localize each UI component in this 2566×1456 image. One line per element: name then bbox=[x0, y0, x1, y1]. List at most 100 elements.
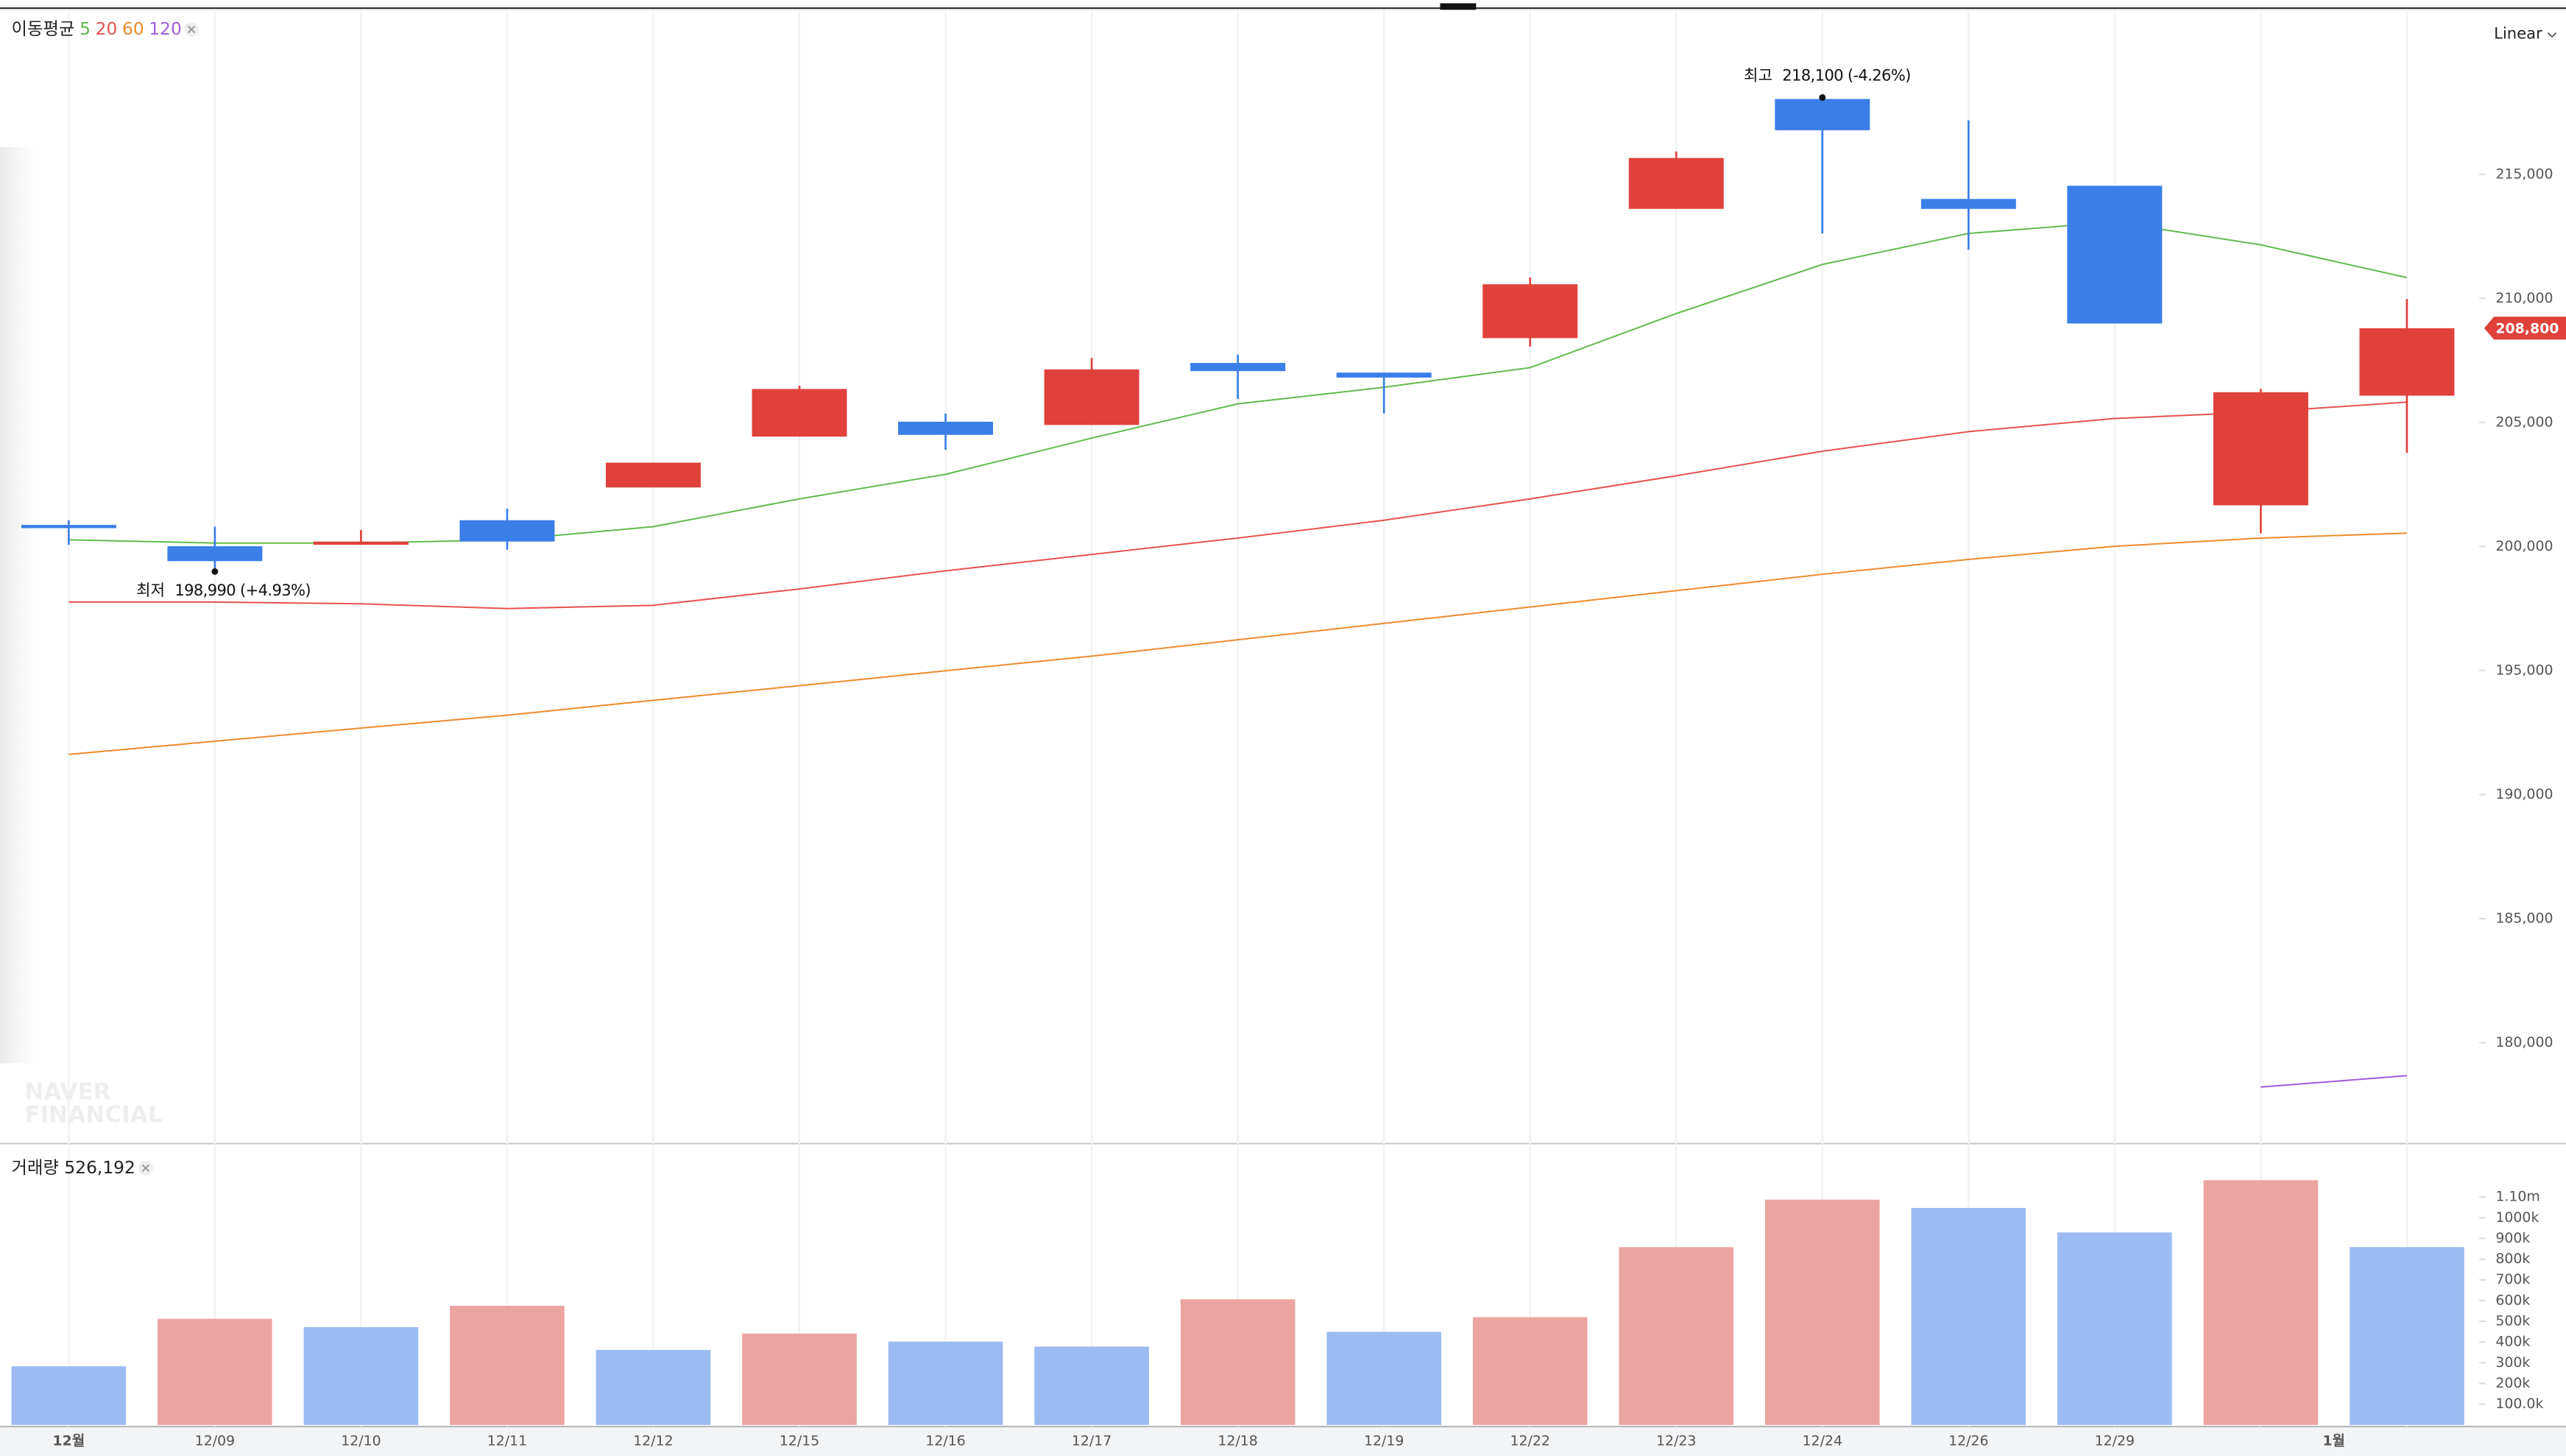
x-tick-label: 12/10 bbox=[341, 1432, 381, 1449]
extreme-label: 최고 218,100 (-4.26%) bbox=[1744, 66, 1911, 85]
x-tick-label: 12/16 bbox=[925, 1432, 965, 1449]
volume-bar bbox=[1764, 1199, 1880, 1425]
y-tick-label: 185,000 bbox=[2495, 910, 2553, 926]
candle-body bbox=[2359, 328, 2455, 396]
extreme-value: 198,990 (+4.93%) bbox=[174, 581, 311, 599]
extreme-kind: 최고 bbox=[1744, 66, 1772, 85]
volume-bar bbox=[158, 1318, 272, 1425]
drag-handle[interactable] bbox=[1440, 3, 1477, 10]
volume-bar bbox=[888, 1341, 1003, 1425]
y-tick-label: 100.0k bbox=[2495, 1396, 2543, 1412]
extreme-marker bbox=[1819, 93, 1826, 101]
volume-bar bbox=[595, 1349, 711, 1425]
x-tick-label: 12/29 bbox=[2095, 1432, 2135, 1449]
x-tick-label: 12/09 bbox=[195, 1432, 235, 1449]
volume-bar bbox=[1034, 1346, 1149, 1425]
y-tick-label: 600k bbox=[2495, 1292, 2530, 1308]
x-axis-band bbox=[0, 1426, 2566, 1456]
y-tick-label: 1000k bbox=[2495, 1209, 2539, 1226]
legend-entry: 60 bbox=[122, 18, 144, 39]
volume-bar bbox=[450, 1305, 565, 1425]
y-tick-label: 215,000 bbox=[2495, 166, 2553, 182]
volume-bar bbox=[2350, 1247, 2464, 1425]
candle-body bbox=[1775, 99, 1870, 130]
extreme-kind: 최저 bbox=[136, 581, 165, 599]
extreme-marker bbox=[211, 568, 219, 575]
ma-line bbox=[68, 532, 2407, 755]
volume-bar bbox=[2203, 1180, 2319, 1425]
x-tick-label: 12/19 bbox=[1364, 1432, 1404, 1449]
candle-body bbox=[606, 462, 701, 488]
ma-line bbox=[68, 221, 2408, 544]
y-tick-label: 205,000 bbox=[2495, 414, 2553, 430]
candle-body bbox=[1482, 284, 1578, 339]
candle-body bbox=[1336, 372, 1432, 378]
x-tick-label: 12월 bbox=[53, 1432, 85, 1449]
legend-entry: 120 bbox=[149, 18, 182, 39]
y-tick-label: 300k bbox=[2495, 1354, 2530, 1371]
volume-bar bbox=[742, 1333, 857, 1425]
x-tick-label: 12/18 bbox=[1217, 1432, 1257, 1449]
y-tick-label: 200k bbox=[2495, 1375, 2530, 1391]
volume-close[interactable] bbox=[138, 1160, 153, 1176]
volume-title: 거래량 526,192 bbox=[12, 1156, 135, 1177]
x-tick-label: 12/11 bbox=[487, 1432, 527, 1449]
x-tick-label: 12/22 bbox=[1510, 1432, 1549, 1449]
scale-toggle[interactable]: Linear bbox=[2494, 24, 2542, 43]
chevron[interactable] bbox=[2547, 32, 2557, 38]
y-tick-label: 210,000 bbox=[2495, 290, 2553, 306]
volume-bar bbox=[303, 1326, 419, 1425]
y-tick-label: 190,000 bbox=[2495, 786, 2553, 802]
volume-bar bbox=[1180, 1299, 1296, 1425]
volume-label: 거래량 bbox=[12, 1156, 59, 1177]
ma-legend: 이동평균 5 20 60 120 bbox=[12, 18, 182, 39]
volume-bar bbox=[1472, 1317, 1588, 1425]
watermark: NAVER bbox=[24, 1079, 110, 1106]
extreme-value: 218,100 (-4.26%) bbox=[1782, 66, 1911, 85]
ma-line bbox=[68, 401, 2407, 609]
legend-entry: 20 bbox=[96, 18, 118, 39]
legend-close[interactable] bbox=[184, 22, 199, 38]
x-month-label: 1월 bbox=[2322, 1432, 2345, 1449]
volume-bar bbox=[1911, 1208, 2026, 1425]
y-tick-label: 400k bbox=[2495, 1334, 2530, 1350]
volume-bar bbox=[1326, 1332, 1441, 1425]
volume-bar bbox=[11, 1366, 127, 1425]
candle-body bbox=[167, 546, 263, 562]
x-tick-label: 12/26 bbox=[1948, 1432, 1988, 1449]
y-tick-label: 900k bbox=[2495, 1230, 2530, 1246]
y-tick-label: 800k bbox=[2495, 1251, 2530, 1267]
candle-body bbox=[2213, 392, 2308, 506]
volume-bar bbox=[1619, 1247, 1734, 1425]
candle-body bbox=[459, 520, 555, 542]
candle-body bbox=[2067, 185, 2163, 324]
candle-body bbox=[1628, 158, 1724, 209]
grid bbox=[68, 10, 2408, 1427]
candle-body bbox=[313, 541, 409, 545]
y-tick-label: 1.10m bbox=[2495, 1189, 2540, 1205]
x-tick-label: 12/24 bbox=[1803, 1432, 1842, 1449]
legend-title: 이동평균 bbox=[12, 18, 75, 39]
watermark: FINANCIAL bbox=[24, 1102, 162, 1128]
y-tick-label: 180,000 bbox=[2495, 1034, 2553, 1050]
volume-value: 526,192 bbox=[64, 1156, 135, 1177]
candle-body bbox=[21, 525, 116, 529]
x-tick-label: 12/12 bbox=[633, 1432, 673, 1449]
plot: 180,000 185,000 190,000 195,000 200,000 205,0… bbox=[11, 66, 2566, 1449]
candle-body bbox=[752, 389, 847, 437]
y-tick-label: 500k bbox=[2495, 1313, 2530, 1329]
extreme-label: 최저 198,990 (+4.93%) bbox=[136, 581, 311, 599]
last-price-tag bbox=[2484, 317, 2566, 340]
side-shadow bbox=[0, 147, 36, 1064]
y-tick-label: 195,000 bbox=[2495, 662, 2553, 678]
y-tick-label: 200,000 bbox=[2495, 538, 2553, 554]
ma-line bbox=[2261, 1075, 2407, 1088]
volume-bar bbox=[2057, 1232, 2172, 1425]
candle-body bbox=[1190, 363, 1286, 372]
x-tick-label: 12/15 bbox=[780, 1432, 819, 1449]
candle-body bbox=[1044, 369, 1139, 425]
last-price-label: 208,800 bbox=[2495, 320, 2559, 336]
